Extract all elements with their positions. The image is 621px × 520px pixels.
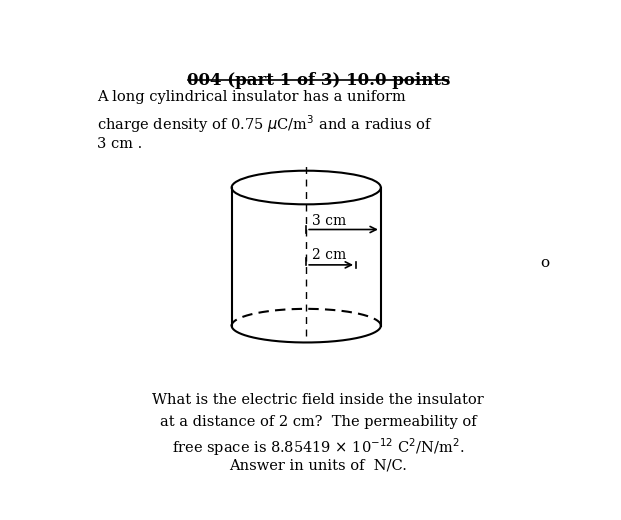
Text: 3 cm .: 3 cm . <box>97 137 142 151</box>
Text: at a distance of 2 cm?  The permeability of: at a distance of 2 cm? The permeability … <box>160 415 476 429</box>
Text: free space is 8.85419 $\times$ 10$^{-12}$ C$^2$/N/m$^2$.: free space is 8.85419 $\times$ 10$^{-12}… <box>172 437 465 459</box>
Text: What is the electric field inside the insulator: What is the electric field inside the in… <box>152 393 484 407</box>
Text: 3 cm: 3 cm <box>312 214 347 228</box>
Text: 2 cm: 2 cm <box>312 248 347 262</box>
Text: o: o <box>541 256 550 269</box>
Text: Answer in units of  N/C.: Answer in units of N/C. <box>229 459 407 473</box>
Text: 004 (part 1 of 3) 10.0 points: 004 (part 1 of 3) 10.0 points <box>186 72 450 89</box>
Text: A long cylindrical insulator has a uniform: A long cylindrical insulator has a unifo… <box>97 90 406 105</box>
Text: charge density of 0.75 $\mu$C/m$^3$ and a radius of: charge density of 0.75 $\mu$C/m$^3$ and … <box>97 114 432 135</box>
